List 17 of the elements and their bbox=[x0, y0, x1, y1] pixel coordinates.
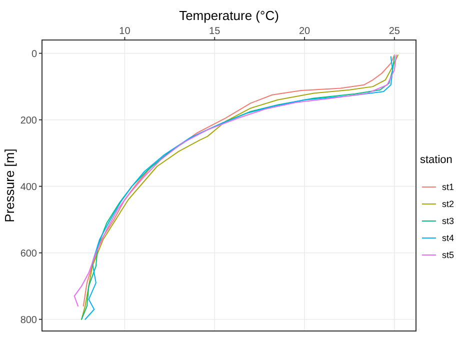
x-axis-title: Temperature (°C) bbox=[179, 8, 279, 23]
y-tick-label: 400 bbox=[20, 182, 38, 193]
y-axis-title: Pressure [m] bbox=[2, 148, 17, 222]
x-tick-label: 25 bbox=[388, 26, 400, 37]
y-tick-label: 0 bbox=[31, 48, 38, 60]
x-tick-label: 10 bbox=[119, 26, 131, 37]
x-tick-label: 20 bbox=[298, 26, 311, 37]
legend-label: st3 bbox=[442, 216, 454, 226]
legend-label: st4 bbox=[442, 233, 454, 244]
legend-label: st1 bbox=[442, 182, 454, 192]
y-tick-label: 200 bbox=[20, 115, 38, 126]
x-tick-label: 15 bbox=[209, 26, 221, 37]
legend-label: st5 bbox=[442, 250, 454, 260]
legend-title: station bbox=[420, 154, 452, 166]
y-tick-label: 800 bbox=[20, 314, 38, 326]
y-tick-label: 600 bbox=[20, 248, 38, 260]
legend-label: st2 bbox=[442, 199, 454, 210]
